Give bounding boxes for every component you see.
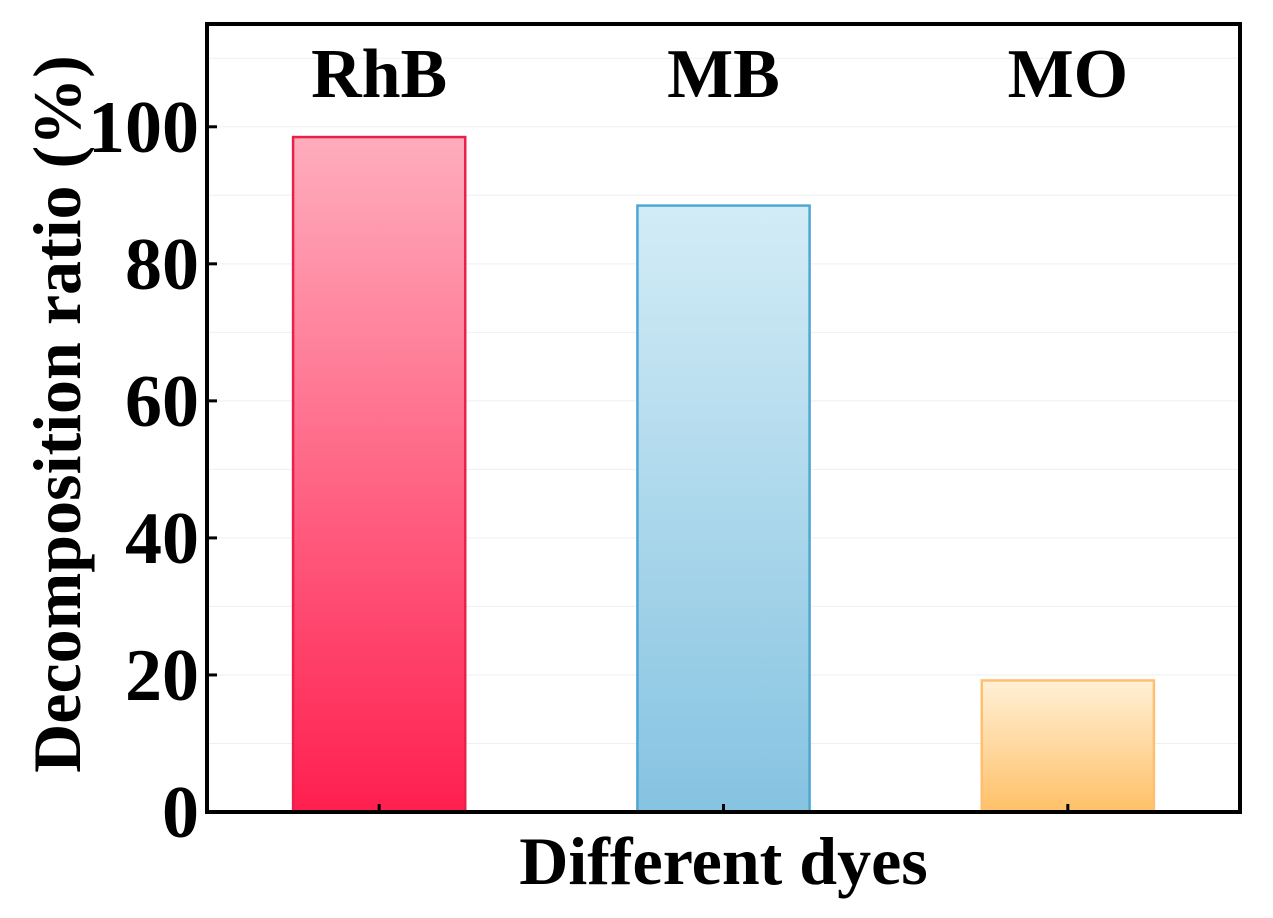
y-tick-label: 0	[162, 772, 199, 854]
y-tick-label: 20	[125, 635, 199, 717]
category-label-mo: MO	[1008, 36, 1129, 113]
category-labels: RhB MB MO	[311, 36, 1128, 113]
x-axis-title: Different dyes	[519, 823, 928, 899]
category-label-rhb: RhB	[311, 36, 447, 113]
y-tick-label: 100	[88, 87, 199, 169]
axis-ticks: 0 20 40 60 80 100	[88, 87, 1070, 854]
y-axis-title: Decomposition ratio (%)	[19, 55, 95, 773]
category-label-mb: MB	[667, 36, 780, 113]
bar-mo	[980, 679, 1156, 814]
bar-mb	[636, 204, 811, 814]
bar-rhb	[291, 135, 467, 814]
y-tick-label: 60	[125, 361, 199, 443]
y-tick-label: 40	[125, 498, 199, 580]
bars	[291, 135, 1156, 814]
y-tick-label: 80	[125, 224, 199, 306]
